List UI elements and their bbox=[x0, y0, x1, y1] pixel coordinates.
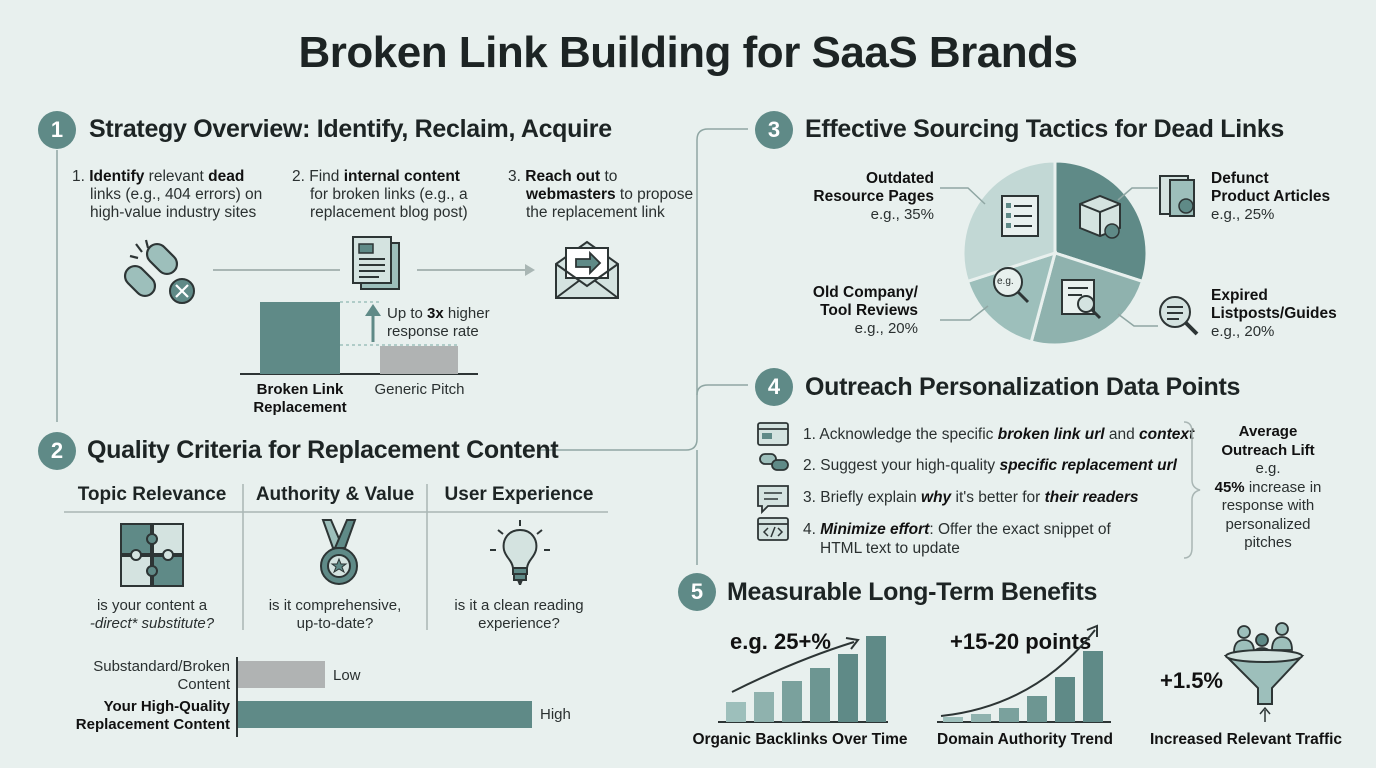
broken-link-icon bbox=[123, 239, 195, 304]
response-rate-annotation: Up to 3x higher response rate bbox=[387, 305, 490, 340]
bar-substandard bbox=[238, 661, 325, 688]
pie-label-expired: Expired Listposts/Guides e.g., 20% bbox=[1211, 287, 1337, 340]
criteria-q-ux: is it a clean reading experience? bbox=[454, 597, 584, 632]
label-generic-pitch: Generic Pitch bbox=[374, 381, 465, 398]
criteria-grid-lines bbox=[64, 484, 608, 630]
outreach-lift: Average Outreach Lift e.g. 45% increase … bbox=[1214, 423, 1322, 551]
link-chain-icon bbox=[759, 453, 789, 471]
criteria-head-authority-value: Authority & Value bbox=[255, 484, 415, 505]
outreach-icons bbox=[757, 422, 789, 541]
value-low: Low bbox=[333, 667, 361, 684]
box-icon bbox=[1079, 194, 1121, 239]
pie-label-outdated: Outdated Resource Pages e.g., 35% bbox=[813, 170, 934, 223]
backlinks-chart bbox=[718, 636, 888, 723]
pie-label-old-reviews: Old Company/Tool Reviews e.g., 20% bbox=[812, 284, 918, 337]
section-5-number: 5 bbox=[678, 573, 716, 611]
label-high-quality: Your High-Quality Replacement Content bbox=[75, 698, 230, 733]
section-3-title: Effective Sourcing Tactics for Dead Link… bbox=[805, 115, 1285, 143]
lightbulb-icon bbox=[490, 520, 550, 585]
criteria-q-authority: is it comprehensive, up-to-date? bbox=[268, 597, 402, 632]
backlinks-value: e.g. 25+% bbox=[730, 629, 831, 654]
section-2-number: 2 bbox=[38, 432, 76, 470]
pie-label-defunct: Defunct Product Articles e.g., 25% bbox=[1211, 170, 1331, 223]
section-2-title: Quality Criteria for Replacement Content bbox=[87, 436, 559, 464]
page-search-icon bbox=[1061, 279, 1102, 320]
page-title: Broken Link Building for SaaS Brands bbox=[298, 28, 1078, 77]
outreach-item-4: 4. Minimize effort: Offer the exact snip… bbox=[803, 521, 1111, 557]
label-broken-link-replacement: Broken Link Replacement bbox=[253, 381, 347, 416]
section-4-number: 4 bbox=[755, 368, 793, 406]
bar-broken-link-replacement bbox=[260, 302, 340, 374]
traffic-caption: Increased Relevant Traffic bbox=[1149, 731, 1343, 748]
medal-icon bbox=[320, 519, 358, 585]
response-rate-chart bbox=[240, 301, 478, 375]
email-send-icon bbox=[555, 240, 619, 299]
code-icon bbox=[757, 517, 789, 541]
book-icon bbox=[1159, 175, 1195, 217]
outreach-item-3: 3. Briefly explain why it's better for t… bbox=[803, 489, 1139, 506]
sourcing-pie-chart bbox=[961, 159, 1149, 347]
bracket bbox=[1183, 421, 1201, 559]
quality-bar-chart bbox=[236, 657, 532, 737]
label-substandard: Substandard/Broken Content bbox=[93, 658, 230, 693]
domain-authority-caption: Domain Authority Trend bbox=[937, 731, 1113, 748]
browser-icon bbox=[757, 422, 789, 446]
section-3-number: 3 bbox=[755, 111, 793, 149]
bar-generic-pitch bbox=[380, 346, 458, 374]
backlinks-caption: Organic Backlinks Over Time bbox=[692, 731, 908, 748]
puzzle-icon bbox=[120, 523, 184, 587]
step-1-text: 1. Identify relevant dead links (e.g., 4… bbox=[72, 168, 263, 221]
outreach-item-1: 1. Acknowledge the specific broken link … bbox=[803, 426, 1195, 443]
search-list-icon bbox=[1159, 296, 1199, 336]
domain-authority-chart bbox=[937, 624, 1111, 723]
document-list-icon bbox=[1001, 195, 1039, 237]
section-5-title: Measurable Long-Term Benefits bbox=[727, 578, 1098, 606]
funnel-people-icon bbox=[1224, 622, 1305, 722]
outreach-item-2: 2. Suggest your high-quality specific re… bbox=[803, 457, 1177, 474]
bar-high-quality bbox=[238, 701, 532, 728]
eg-badge: e.g. bbox=[997, 276, 1014, 287]
chat-bubble-icon bbox=[757, 485, 789, 515]
step-2-text: 2. Find internal content for broken link… bbox=[292, 168, 468, 221]
pie-leader-lines bbox=[940, 187, 1158, 327]
section-4-title: Outreach Personalization Data Points bbox=[805, 373, 1241, 401]
domain-authority-value: +15-20 points bbox=[950, 629, 1092, 654]
criteria-head-user-experience: User Experience bbox=[444, 484, 594, 505]
magnifier-eg-icon bbox=[993, 267, 1030, 304]
criteria-head-topic-relevance: Topic Relevance bbox=[77, 484, 227, 505]
value-high: High bbox=[540, 706, 571, 723]
criteria-q-topic: is your content a -direct* substitute? bbox=[89, 597, 215, 632]
document-icon bbox=[352, 236, 400, 290]
section-1-title: Strategy Overview: Identify, Reclaim, Ac… bbox=[89, 115, 612, 143]
traffic-value: +1.5% bbox=[1160, 668, 1223, 693]
section-1-number: 1 bbox=[38, 111, 76, 149]
flow-arrows bbox=[213, 264, 535, 276]
step-3-text: 3. Reach out to webmasters to propose th… bbox=[508, 168, 694, 221]
